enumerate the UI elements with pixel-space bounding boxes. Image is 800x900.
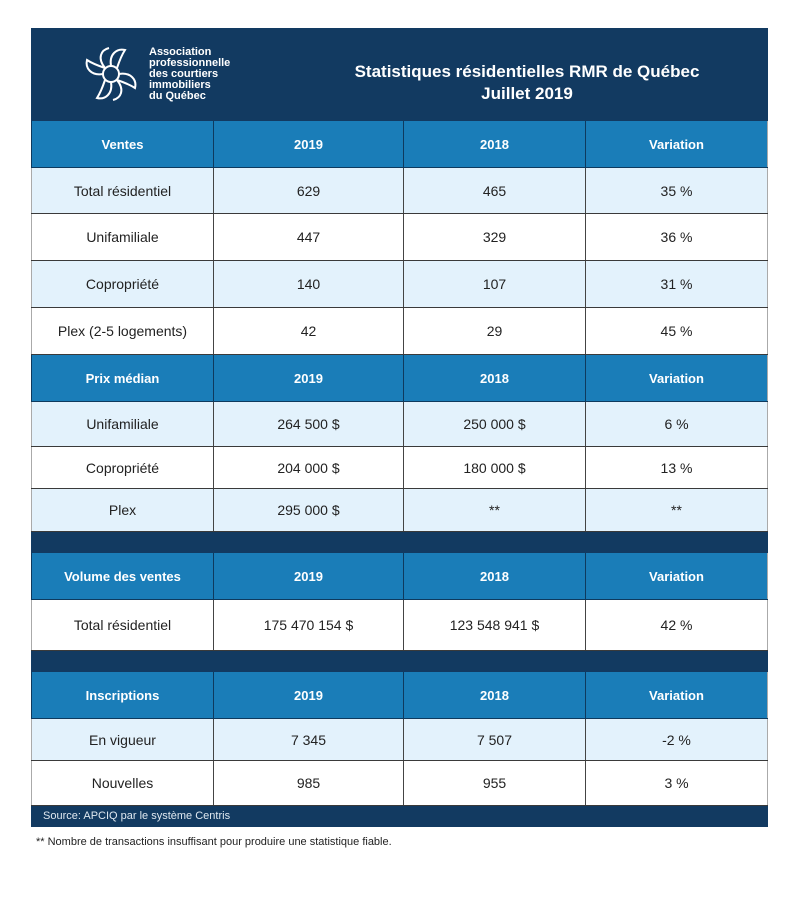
logo-line: des courtiers <box>149 67 219 80</box>
column-header: Variation <box>585 121 768 167</box>
stats-table: Association professionnelle des courtier… <box>31 28 768 827</box>
column-header: 2019 <box>213 672 403 718</box>
logo-line: du Québec <box>149 89 206 102</box>
column-header: Variation <box>585 355 768 401</box>
column-header: Variation <box>585 672 768 718</box>
column-header: Prix médian <box>31 355 213 401</box>
column-header: Inscriptions <box>31 672 213 718</box>
table-cell: 6 % <box>585 402 768 446</box>
table-cell: Unifamiliale <box>31 214 213 260</box>
table-cell: 140 <box>213 261 403 307</box>
table-cell: ** <box>403 489 585 531</box>
table-cell: Unifamiliale <box>31 402 213 446</box>
table-row: Unifamiliale 264 500 $250 000 $6 % <box>31 402 768 447</box>
table-cell: 447 <box>213 214 403 260</box>
table-cell: Copropriété <box>31 261 213 307</box>
table-row: Copropriété 140 107 31 % <box>31 261 768 308</box>
section-header-row: Ventes 2019 2018 Variation <box>31 121 768 168</box>
table-cell: 264 500 $ <box>213 402 403 446</box>
logo-line: immobiliers <box>149 78 211 91</box>
column-header: 2019 <box>213 355 403 401</box>
table-cell: 955 <box>403 761 585 805</box>
table-cell: ** <box>585 489 768 531</box>
table-cell: 175 470 154 $ <box>213 600 403 650</box>
table-cell: 295 000 $ <box>213 489 403 531</box>
table-cell: Total résidentiel <box>31 600 213 650</box>
table-header-banner: Association professionnelle des courtier… <box>31 28 768 121</box>
section-header-row: Prix médian 2019 2018 Variation <box>31 355 768 402</box>
table-cell: 123 548 941 $ <box>403 600 585 650</box>
table-cell: 329 <box>403 214 585 260</box>
flower-logo-icon <box>85 47 137 101</box>
table-cell: 42 <box>213 308 403 354</box>
column-header: 2018 <box>403 355 585 401</box>
table-cell: Copropriété <box>31 447 213 488</box>
table-cell: 7 507 <box>403 719 585 760</box>
table-row: Plex 295 000 $ ** ** <box>31 489 768 532</box>
logo-line: professionnelle <box>149 56 231 69</box>
table-row: Total résidentiel 629 465 35 % <box>31 168 768 214</box>
column-header: 2018 <box>403 121 585 167</box>
table-cell: 629 <box>213 168 403 213</box>
table-cell: Plex <box>31 489 213 531</box>
table-cell: Plex (2-5 logements) <box>31 308 213 354</box>
table-cell: 985 <box>213 761 403 805</box>
page-title: Statistiques résidentielles RMR de Québe… <box>286 61 768 105</box>
table-cell: 465 <box>403 168 585 213</box>
table-cell: 35 % <box>585 168 768 213</box>
table-row: Unifamiliale 447 329 36 % <box>31 214 768 261</box>
table-cell: 36 % <box>585 214 768 260</box>
title-line-2: Juillet 2019 <box>481 84 573 103</box>
table-row: Copropriété 204 000 $180 000 $13 % <box>31 447 768 489</box>
table-cell: 180 000 $ <box>403 447 585 488</box>
table-row: En vigueur 7 345 7 507 -2 % <box>31 719 768 761</box>
table-cell: 42 % <box>585 600 768 650</box>
section-spacer <box>31 651 768 672</box>
section-header-row: Volume des ventes 2019 2018 Variation <box>31 553 768 600</box>
table-row: Nouvelles 985 955 3 % <box>31 761 768 806</box>
table-row: Total résidentiel 175 470 154 $123 548 94… <box>31 600 768 651</box>
table-cell: 29 <box>403 308 585 354</box>
table-cell: 3 % <box>585 761 768 805</box>
section-header-row: Inscriptions 2019 2018 Variation <box>31 672 768 719</box>
table-cell: 250 000 $ <box>403 402 585 446</box>
table-cell: En vigueur <box>31 719 213 760</box>
column-header: Ventes <box>31 121 213 167</box>
column-header: 2019 <box>213 121 403 167</box>
section-spacer <box>31 532 768 553</box>
column-header: Variation <box>585 553 768 599</box>
table-cell: 107 <box>403 261 585 307</box>
table-cell: 31 % <box>585 261 768 307</box>
table-cell: Total résidentiel <box>31 168 213 213</box>
column-header: Volume des ventes <box>31 553 213 599</box>
source-note: Source: APCIQ par le système Centris <box>31 806 768 827</box>
apciq-logo: Association professionnelle des courtier… <box>81 44 230 104</box>
table-cell: 45 % <box>585 308 768 354</box>
title-line-1: Statistiques résidentielles RMR de Québe… <box>354 62 700 81</box>
logo-text: Association professionnelle des courtier… <box>149 45 231 102</box>
column-header: 2019 <box>213 553 403 599</box>
logo-line: Association <box>149 45 212 58</box>
column-header: 2018 <box>403 672 585 718</box>
table-cell: Nouvelles <box>31 761 213 805</box>
table-cell: 13 % <box>585 447 768 488</box>
footnote: ** Nombre de transactions insuffisant po… <box>36 836 392 848</box>
table-cell: 204 000 $ <box>213 447 403 488</box>
table-row: Plex (2-5 logements) 42 29 45 % <box>31 308 768 355</box>
column-header: 2018 <box>403 553 585 599</box>
table-cell: -2 % <box>585 719 768 760</box>
table-cell: 7 345 <box>213 719 403 760</box>
